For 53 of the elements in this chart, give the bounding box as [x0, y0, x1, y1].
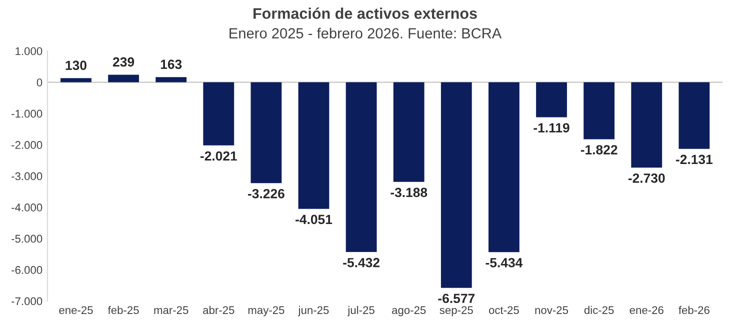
bar	[346, 82, 377, 252]
bar	[631, 82, 662, 168]
data-label: -4.051	[296, 214, 332, 224]
data-label: -2.021	[200, 151, 237, 161]
x-tick-label: nov-25	[535, 306, 568, 314]
y-tick-label: -3.000	[12, 172, 42, 180]
x-tick-label: abr-25	[203, 306, 234, 314]
y-tick-label: 0	[36, 78, 42, 86]
bar	[488, 82, 520, 252]
x-tick-label: sep-25	[440, 306, 473, 316]
bar	[393, 82, 424, 182]
bar	[156, 77, 187, 82]
y-tick-label: -2.000	[12, 141, 42, 149]
bar	[298, 82, 330, 209]
y-tick-label: -6.000	[12, 266, 42, 274]
y-tick-label: -1.000	[12, 110, 42, 118]
chart-subtitle: Enero 2025 - febrero 2026. Fuente: BCRA	[230, 28, 502, 38]
bar	[60, 78, 92, 82]
data-label: -3.188	[390, 188, 428, 198]
x-tick-label: dic-25	[584, 306, 614, 314]
x-tick-label: ene-25	[59, 306, 93, 314]
x-tick-label: mar-25	[154, 306, 188, 314]
x-tick-label: oct-25	[488, 306, 519, 314]
x-tick-label: feb-26	[678, 306, 710, 314]
bar	[584, 82, 615, 140]
y-tick-label: 1.000	[16, 47, 42, 56]
bar	[678, 82, 710, 149]
y-tick-label: -4.000	[12, 204, 42, 212]
x-tick-label: ene-26	[630, 306, 664, 314]
bar	[250, 82, 282, 184]
data-label: -5.432	[343, 258, 380, 268]
data-label: -3.226	[248, 188, 284, 198]
bar	[536, 82, 567, 118]
data-label: -2.131	[676, 154, 713, 164]
x-tick-label: jun-25	[298, 306, 329, 316]
bar	[203, 82, 234, 146]
data-label: -5.434	[486, 258, 523, 268]
data-label: 239	[112, 57, 134, 67]
data-label: -2.730	[628, 173, 665, 183]
x-tick-label: may-25	[248, 306, 284, 316]
x-tick-label: jul-25	[347, 306, 374, 316]
bar	[108, 74, 139, 82]
x-tick-label: feb-25	[108, 306, 139, 314]
data-label: -6.577	[438, 294, 475, 304]
data-label: -1.822	[580, 145, 618, 154]
data-label: 130	[66, 60, 86, 70]
y-tick-label: -7.000	[12, 297, 42, 306]
data-label: -1.119	[534, 123, 570, 132]
data-label: 163	[160, 60, 182, 70]
y-tick-label: -5.000	[12, 234, 42, 243]
chart-title: Formación de activos externos	[254, 8, 477, 19]
bar	[440, 82, 472, 288]
x-tick-label: ago-25	[392, 306, 426, 316]
